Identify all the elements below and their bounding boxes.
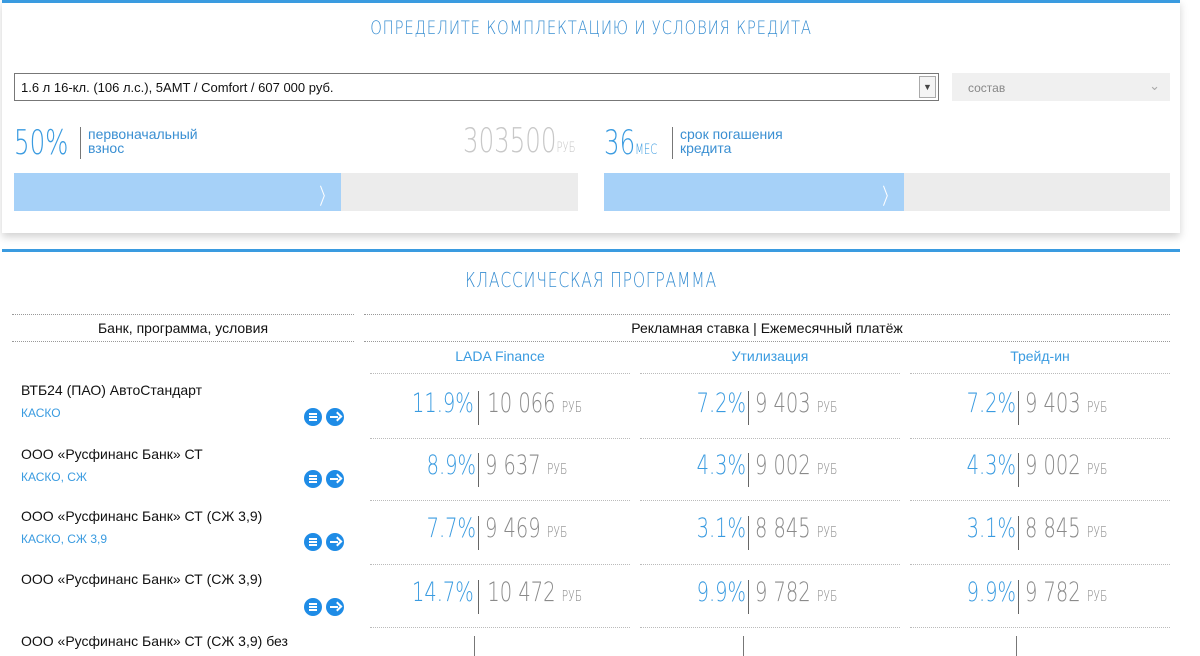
divider (640, 500, 900, 501)
bank-name: ВТБ24 (ПАО) АвтоСтандарт (21, 382, 203, 398)
arrow-right-icon[interactable] (326, 408, 344, 426)
composition-dropdown[interactable]: состав ⌄ (952, 73, 1170, 101)
divider (910, 627, 1170, 628)
offer-cell: 3.1% 8 845 РУБ (910, 513, 1170, 557)
bank-column-header: Банк, программа, условия (12, 314, 354, 342)
list-details-icon[interactable] (304, 408, 322, 426)
divider (910, 373, 1170, 374)
subheader-trade-in: Трейд-ин (1010, 348, 1070, 364)
divider (370, 500, 630, 501)
credit-conditions-panel: ОПРЕДЕЛИТЕ КОМПЛЕКТАЦИЮ И УСЛОВИЯ КРЕДИТ… (2, 0, 1180, 233)
bank-conditions: КАСКО, СЖ 3,9 (21, 532, 108, 546)
arrow-right-icon[interactable] (326, 470, 344, 488)
down-payment-percent: 50% (14, 123, 69, 163)
down-payment-slider-fill (14, 173, 342, 211)
list-details-icon[interactable] (304, 470, 322, 488)
divider (370, 438, 630, 439)
conditions-title: ОПРЕДЕЛИТЕ КОМПЛЕКТАЦИЮ И УСЛОВИЯ КРЕДИТ… (370, 17, 812, 39)
offer-cell: 11.9% 10 066 РУБ (370, 388, 630, 432)
offer-cell: 4.3% 9 002 РУБ (910, 450, 1170, 494)
offer-cell: 14.7% 10 472 РУБ (370, 577, 630, 621)
divider (640, 438, 900, 439)
offer-cell: 9.9% 9 782 РУБ (910, 577, 1170, 621)
divider (910, 500, 1170, 501)
bank-name: ООО «Русфинанс Банк» СТ (21, 446, 203, 462)
divider (370, 564, 630, 565)
subheader-utilization: Утилизация (731, 348, 809, 364)
term-slider[interactable]: 〉 (604, 173, 1170, 211)
term-months: 36МЕС (604, 123, 658, 163)
divider (474, 636, 475, 656)
chevron-down-icon[interactable]: ▼ (919, 76, 936, 98)
down-payment-amount: 303500РУБ (463, 121, 576, 161)
offer-cell: 9.9% 9 782 РУБ (640, 577, 900, 621)
divider (80, 127, 81, 159)
divider (672, 127, 673, 159)
divider (1016, 636, 1017, 656)
configuration-select-value: 1.6 л 16-кл. (106 л.с.), 5AMT / Comfort … (21, 80, 334, 95)
configuration-select[interactable]: 1.6 л 16-кл. (106 л.с.), 5AMT / Comfort … (14, 73, 939, 101)
offer-cell: 7.2% 9 403 РУБ (910, 388, 1170, 432)
bank-name: ООО «Русфинанс Банк» СТ (СЖ 3,9) (21, 571, 263, 587)
bank-conditions: КАСКО (21, 406, 61, 420)
offer-cell: 8.9% 9 637 РУБ (370, 450, 630, 494)
slider-handle-chevron-icon[interactable]: 〉 (319, 185, 333, 210)
divider (743, 636, 744, 656)
program-title: КЛАССИЧЕСКАЯ ПРОГРАММА (465, 268, 717, 292)
divider (370, 627, 630, 628)
bank-name: ООО «Русфинанс Банк» СТ (СЖ 3,9) (21, 508, 263, 524)
down-payment-label: первоначальный взнос (88, 126, 198, 156)
divider (910, 564, 1170, 565)
divider (640, 564, 900, 565)
divider (370, 373, 630, 374)
offer-cell: 4.3% 9 002 РУБ (640, 450, 900, 494)
term-slider-fill (604, 173, 904, 211)
down-payment-slider[interactable]: 〉 (14, 173, 578, 211)
classic-program-panel: КЛАССИЧЕСКАЯ ПРОГРАММА Банк, программа, … (2, 249, 1180, 656)
offer-cell: 3.1% 8 845 РУБ (640, 513, 900, 557)
divider (640, 373, 900, 374)
subheader-lada-finance: LADA Finance (455, 348, 545, 364)
arrow-right-icon[interactable] (326, 533, 344, 551)
chevron-down-icon: ⌄ (1149, 78, 1160, 93)
list-details-icon[interactable] (304, 598, 322, 616)
offer-cell: 7.7% 9 469 РУБ (370, 513, 630, 557)
term-label: срок погашения кредита (680, 126, 783, 156)
arrow-right-icon[interactable] (326, 598, 344, 616)
composition-label: состав (968, 81, 1006, 95)
offer-cell: 7.2% 9 403 РУБ (640, 388, 900, 432)
divider (910, 438, 1170, 439)
divider (640, 627, 900, 628)
bank-conditions: КАСКО, СЖ (21, 470, 87, 484)
list-details-icon[interactable] (304, 533, 322, 551)
slider-handle-chevron-icon[interactable]: 〉 (882, 185, 896, 210)
bank-name: ООО «Русфинанс Банк» СТ (СЖ 3,9) без (21, 633, 288, 649)
rates-column-header: Рекламная ставка | Ежемесячный платёж (364, 314, 1170, 342)
